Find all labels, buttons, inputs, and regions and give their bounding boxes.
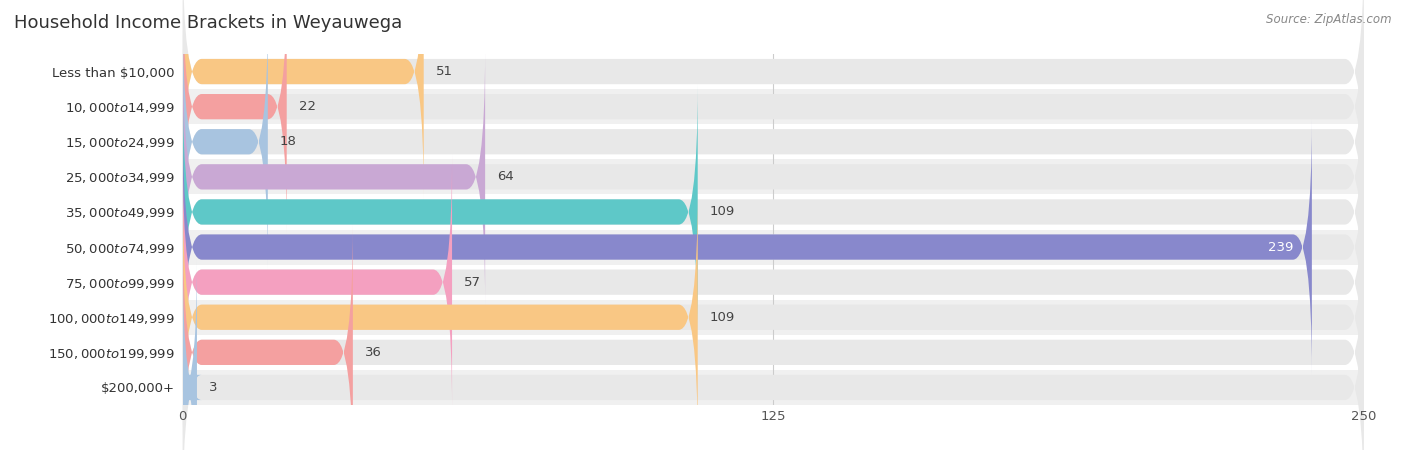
FancyBboxPatch shape (183, 119, 1364, 375)
Bar (183, 89, 1364, 124)
FancyBboxPatch shape (183, 49, 485, 305)
FancyBboxPatch shape (179, 260, 201, 450)
Bar (183, 300, 1364, 335)
Bar (183, 370, 1364, 405)
Bar (183, 335, 1364, 370)
FancyBboxPatch shape (183, 260, 1364, 450)
Bar (183, 159, 1364, 194)
Text: 18: 18 (280, 135, 297, 148)
FancyBboxPatch shape (183, 225, 353, 450)
Text: Source: ZipAtlas.com: Source: ZipAtlas.com (1267, 14, 1392, 27)
Bar (183, 194, 1364, 230)
Text: 57: 57 (464, 276, 481, 288)
Text: 64: 64 (496, 171, 513, 183)
Bar (183, 265, 1364, 300)
FancyBboxPatch shape (183, 119, 1312, 375)
FancyBboxPatch shape (183, 0, 1364, 234)
Text: Household Income Brackets in Weyauwega: Household Income Brackets in Weyauwega (14, 14, 402, 32)
FancyBboxPatch shape (183, 189, 697, 445)
FancyBboxPatch shape (183, 84, 1364, 340)
Bar (183, 124, 1364, 159)
FancyBboxPatch shape (183, 154, 1364, 410)
Text: 239: 239 (1268, 241, 1294, 253)
FancyBboxPatch shape (183, 49, 1364, 305)
FancyBboxPatch shape (183, 0, 287, 234)
Text: 51: 51 (436, 65, 453, 78)
Text: 3: 3 (208, 381, 218, 394)
FancyBboxPatch shape (183, 0, 1364, 199)
Text: 109: 109 (710, 311, 735, 324)
FancyBboxPatch shape (183, 189, 1364, 445)
FancyBboxPatch shape (183, 14, 1364, 270)
Text: 22: 22 (298, 100, 315, 113)
Bar (183, 230, 1364, 265)
FancyBboxPatch shape (183, 225, 1364, 450)
FancyBboxPatch shape (183, 14, 267, 270)
FancyBboxPatch shape (183, 84, 697, 340)
Text: 36: 36 (364, 346, 381, 359)
Bar (183, 54, 1364, 89)
FancyBboxPatch shape (183, 0, 423, 199)
Text: 109: 109 (710, 206, 735, 218)
FancyBboxPatch shape (183, 154, 453, 410)
